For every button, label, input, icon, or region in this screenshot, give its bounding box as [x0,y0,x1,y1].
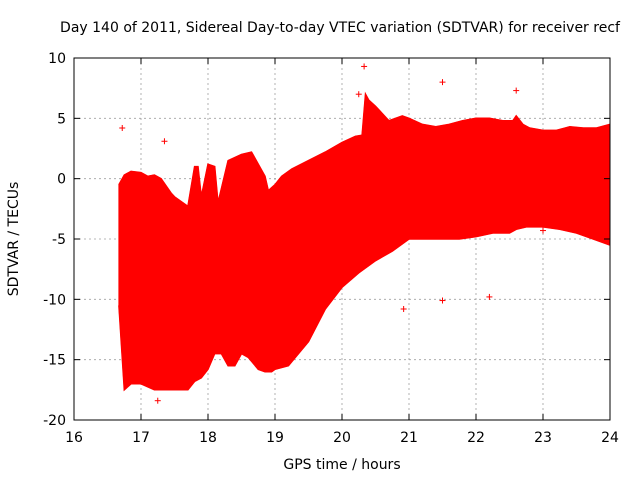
outlier-marker [361,63,368,70]
series-lower-edge [118,226,611,392]
x-tick-label: 16 [65,430,83,446]
x-tick-label: 17 [132,430,150,446]
ticks: 16 17 18 19 20 21 22 23 24 -20 -15 -10 -5 0 5 10 [43,51,619,446]
x-tick-label: 22 [467,430,485,446]
x-tick-label: 18 [199,430,217,446]
x-axis-title: GPS time / hours [283,457,400,473]
x-tick-label: 20 [333,430,351,446]
chart-title: Day 140 of 2011, Sidereal Day-to-day VTE… [60,20,621,36]
outlier-marker [513,87,520,94]
outlier-marker [355,91,362,98]
y-tick-label: 10 [48,51,66,67]
series-envelope [118,92,611,391]
outlier-layer [119,63,546,404]
y-tick-label: 0 [57,172,66,188]
series-layer [118,91,611,392]
series-upper-edge [118,91,611,208]
outlier-marker [439,79,446,86]
outlier-marker [439,297,446,304]
outlier-marker [400,305,407,312]
y-tick-label: -20 [43,413,66,429]
outlier-marker [154,397,161,404]
y-tick-label: 5 [57,111,66,127]
y-axis-title: SDTVAR / TECUs [6,182,22,297]
outlier-marker [486,293,493,300]
outlier-marker [161,138,168,145]
x-tick-label: 19 [266,430,284,446]
x-tick-label: 21 [400,430,418,446]
x-tick-label: 24 [601,430,619,446]
outlier-marker [540,227,546,234]
outlier-marker [119,124,126,131]
y-tick-label: -10 [43,292,66,308]
y-tick-label: -5 [52,232,66,248]
y-tick-label: -15 [43,353,66,369]
x-tick-label: 23 [534,430,552,446]
